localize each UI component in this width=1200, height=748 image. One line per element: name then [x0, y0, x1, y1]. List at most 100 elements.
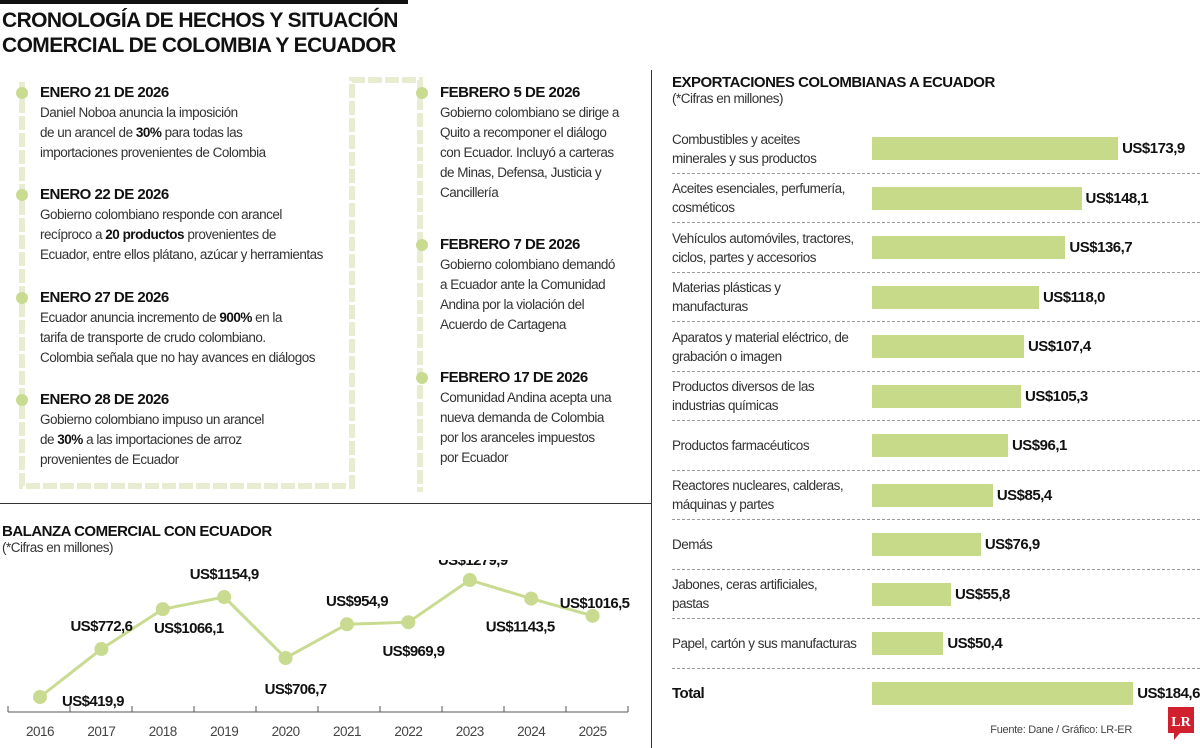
event-highlight: 30% [135, 125, 162, 140]
event-text: recíproco a [40, 227, 106, 242]
event-text: Ecuador, entre ellos plátano, azúcar y h… [40, 247, 323, 262]
bar-category-label: Jabones, ceras artificiales, pastas [672, 577, 818, 611]
series-line [39, 578, 594, 699]
bar-row: Vehículos automóviles, tractores, ciclos… [672, 223, 1200, 272]
data-point [33, 690, 47, 704]
bar-category-label: Total [672, 684, 705, 702]
event-text: provenientes de Ecuador [40, 452, 179, 467]
event-description: Gobierno colombiano se dirige a Quito a r… [440, 103, 740, 203]
timeline-event: ENERO 27 DE 2026 Ecuador anuncia incremen… [40, 288, 340, 368]
bar [872, 632, 944, 655]
row-separator [672, 271, 1200, 273]
line-chart-title: BALANZA COMERCIAL CON ECUADOR [2, 523, 272, 540]
title-line-1: CRONOLOGÍA DE HECHOS Y SITUACIÓN [2, 9, 398, 32]
event-text: provenientes de [184, 227, 276, 242]
bar-value-label: US$118,0 [1042, 288, 1105, 306]
data-point [340, 617, 354, 632]
event-description: Comunidad Andina acepta una nueva demanda… [440, 388, 740, 468]
row-separator [672, 667, 1200, 669]
row-separator [672, 568, 1200, 570]
row-separator [672, 321, 1200, 322]
x-tick-label: 2025 [579, 724, 607, 739]
data-point [155, 602, 170, 617]
x-tick-label: 2024 [517, 724, 546, 739]
event-text: con Ecuador. Incluyó a carteras [440, 145, 614, 160]
bar-category-label: Aceites esenciales, perfumería, cosmétic… [672, 181, 845, 215]
row-separator [672, 618, 1200, 619]
event-text: Ecuador anuncia incremento de [40, 310, 220, 325]
bar-value-label: US$148,1 [1085, 189, 1149, 207]
bar-row: Materias plásticas y manufacturas US$118,… [672, 273, 1200, 322]
data-label: US$1016,5 [560, 595, 630, 612]
event-text: a las importaciones de arroz [82, 432, 242, 447]
event-text: en la [251, 310, 282, 325]
bar-chart-title: EXPORTACIONES COLOMBIANAS A ECUADOR [672, 74, 995, 91]
bar [872, 582, 951, 606]
data-label: US$1279,9 [438, 560, 508, 569]
timeline-event: FEBRERO 17 DE 2026 Comunidad Andina acept… [440, 368, 740, 468]
page-title: CRONOLOGÍA DE HECHOS Y SITUACIÓN COMERCIA… [2, 8, 398, 58]
bar [872, 335, 1024, 358]
row-separator [672, 519, 1200, 520]
bar-row: Aceites esenciales, perfumería, cosmétic… [672, 174, 1200, 223]
bar-category-label: Productos diversos de las industrias quí… [672, 379, 815, 413]
event-text: para todas las [161, 125, 243, 140]
bar-row: Papel, cartón y sus manufacturas US$50,4 [672, 619, 1200, 668]
row-separator [672, 222, 1200, 223]
bar-value-label: US$85,4 [996, 486, 1052, 504]
data-label: US$706,7 [265, 681, 327, 698]
lr-logo: LR [1168, 707, 1194, 740]
timeline-event: ENERO 28 DE 2026 Gobierno colombiano impu… [40, 390, 340, 470]
bar-row: Demás US$76,9 [672, 520, 1200, 569]
event-text: por los aranceles impuestos [440, 430, 595, 445]
x-tick-label: 2023 [456, 724, 484, 739]
event-text: Gobierno colombiano responde con arancel [40, 207, 282, 222]
event-date: FEBRERO 17 DE 2026 [440, 369, 588, 386]
timeline-dot [416, 87, 428, 99]
event-highlight: 20 productos [105, 227, 185, 242]
event-text: tarifa de transporte de crudo colombiano… [40, 330, 266, 345]
timeline-path [19, 77, 423, 492]
bar-category-label: Papel, cartón y sus manufacturas [672, 636, 857, 651]
data-label: US$1143,5 [486, 619, 555, 636]
event-text: Cancillería [440, 185, 499, 200]
event-date: ENERO 27 DE 2026 [40, 289, 169, 306]
bar-value-label: US$50,4 [947, 635, 1003, 652]
event-text: Gobierno colombiano demandó [440, 257, 615, 272]
data-point [278, 650, 293, 665]
bar-category-label: Combustibles y aceites minerales y sus p… [672, 131, 817, 166]
event-text: Quito a recomponer el diálogo [440, 125, 607, 140]
bar-chart-subtitle: (*Cifras en millones) [672, 91, 784, 106]
bar [872, 533, 981, 556]
timeline-dot [16, 292, 28, 304]
event-text: Andina por la violación del [440, 297, 585, 312]
timeline-dot [16, 394, 28, 406]
data-point [217, 590, 232, 605]
timeline-dot [16, 87, 28, 99]
event-text: Comunidad Andina acepta una [440, 390, 612, 405]
line-chart: US$419,9 2016 US$772,6 2017 US$1066,1 2018 US$… [7, 560, 630, 739]
timeline-dot [416, 239, 428, 251]
event-description: Ecuador anuncia incremento de 900% en la… [40, 308, 340, 368]
bar-value-label: US$105,3 [1024, 387, 1088, 405]
event-text: Acuerdo de Cartagena [440, 317, 566, 332]
bar-row: Aparatos y material eléctrico, de grabac… [672, 322, 1200, 371]
bar-value-label: US$76,9 [984, 536, 1040, 553]
bar [872, 483, 993, 507]
bar-row: Productos farmacéuticos US$96,1 [672, 421, 1200, 470]
event-text: Gobierno colombiano se dirige a [440, 105, 619, 120]
event-text: Colombia señala que no hay avances en di… [40, 350, 315, 365]
event-date: ENERO 21 DE 2026 [40, 84, 169, 101]
bar [872, 681, 1134, 705]
bar-value-label: US$173,9 [1122, 140, 1185, 157]
timeline-event: FEBRERO 7 DE 2026 Gobierno colombiano dem… [440, 235, 740, 335]
event-date: FEBRERO 5 DE 2026 [440, 84, 580, 101]
bar [872, 285, 1039, 309]
timeline-event: ENERO 21 DE 2026 Daniel Noboa anuncia la … [40, 83, 340, 163]
event-text: nueva demanda de Colombia [440, 410, 604, 425]
data-label: US$954,9 [326, 593, 388, 610]
event-text: de un arancel de [40, 125, 136, 140]
event-description: Gobierno colombiano responde con arancel… [40, 205, 340, 265]
bar-value-label: US$184,6 [1137, 684, 1200, 702]
bar-category-label: Productos farmacéuticos [672, 438, 810, 453]
